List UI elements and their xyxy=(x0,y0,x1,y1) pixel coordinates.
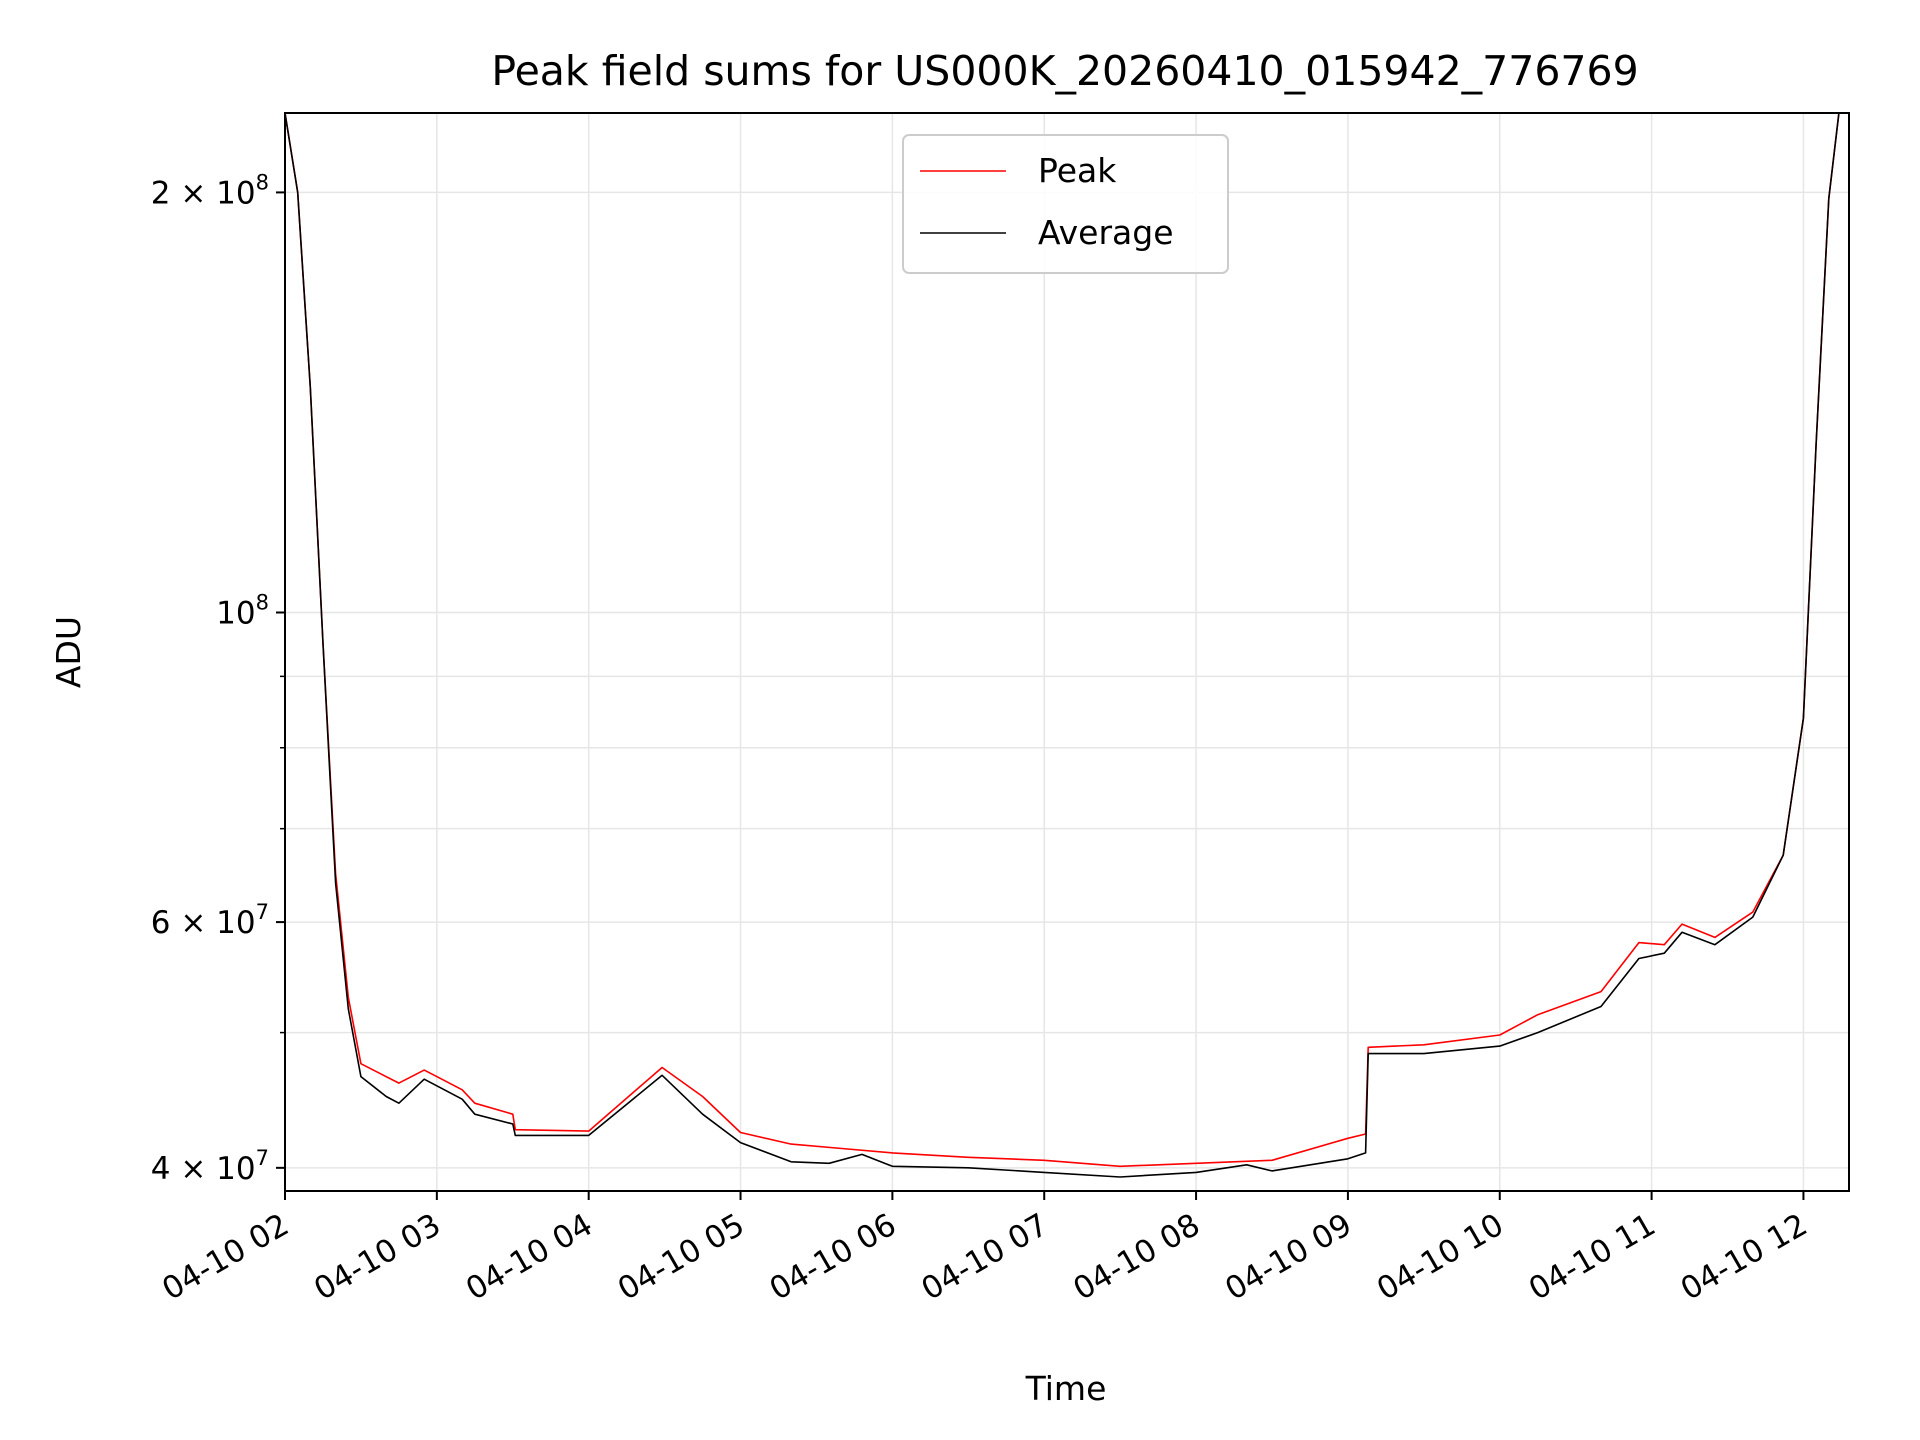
series-line-peak xyxy=(285,113,1840,1168)
x-tick-label: 04-10 04 xyxy=(460,1207,599,1308)
legend-label-average: Average xyxy=(1038,213,1174,252)
x-tick-label: 04-10 12 xyxy=(1675,1207,1814,1308)
x-tick-label: 04-10 10 xyxy=(1371,1207,1510,1308)
plot-frame xyxy=(284,112,1850,1192)
chart-title: Peak field sums for US000K_20260410_0159… xyxy=(491,47,1638,95)
x-tick-label: 04-10 08 xyxy=(1067,1207,1206,1308)
x-tick-label: 04-10 06 xyxy=(764,1207,903,1308)
x-tick-label: 04-10 07 xyxy=(916,1207,1055,1308)
x-axis: 04-10 02 04-10 03 04-10 04 04-10 05 04-10 06… xyxy=(156,1191,1813,1308)
x-tick-label: 04-10 11 xyxy=(1523,1207,1662,1308)
series-line-average xyxy=(285,113,1840,1178)
x-axis-label: Time xyxy=(1025,1369,1107,1408)
x-tick-label: 04-10 05 xyxy=(612,1207,751,1308)
series-lines xyxy=(285,113,1840,1178)
x-tick-label: 04-10 09 xyxy=(1219,1207,1358,1308)
y-axis-label: ADU xyxy=(49,616,88,688)
legend-box xyxy=(902,134,1229,274)
legend: Peak Average xyxy=(902,134,1229,274)
y-tick-label: 2 × 108 xyxy=(151,170,269,211)
y-tick-label: 4 × 107 xyxy=(151,1146,269,1187)
y-axis: 4 × 107 6 × 107 108 2 × 108 xyxy=(151,170,285,1187)
grid xyxy=(284,113,1849,1191)
y-tick-label: 108 xyxy=(216,591,269,632)
x-tick-label: 04-10 02 xyxy=(156,1207,295,1308)
x-tick-label: 04-10 03 xyxy=(308,1207,447,1308)
legend-label-peak: Peak xyxy=(1038,151,1117,190)
y-tick-label: 6 × 107 xyxy=(151,900,269,941)
